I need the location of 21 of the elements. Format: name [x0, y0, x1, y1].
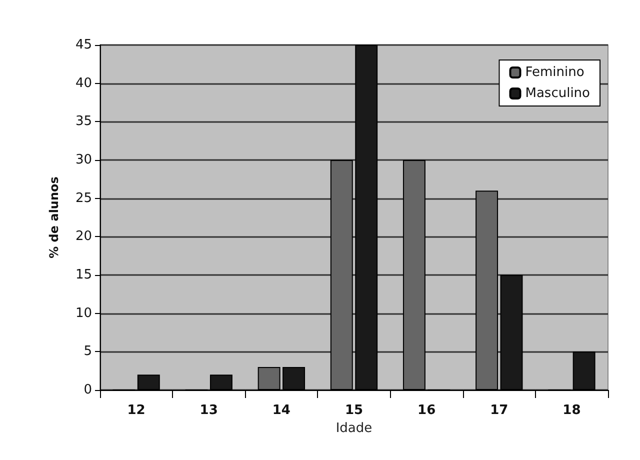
y-tick-label: 45	[75, 38, 92, 52]
y-axis-title: % de alunos	[47, 176, 61, 258]
y-tick-label: 5	[84, 344, 92, 360]
y-tick-label: 0	[84, 382, 92, 398]
x-tick-label: 18	[562, 403, 581, 418]
x-tick-label: 15	[344, 403, 364, 418]
y-tick-label: 25	[75, 190, 92, 206]
y-tick-label: 20	[75, 229, 92, 244]
y-tick-label: 15	[75, 268, 92, 282]
legend-label: Masculino	[525, 86, 590, 101]
x-tick-label: 17	[490, 403, 508, 418]
legend-label: Feminino	[525, 65, 584, 80]
y-tick-label: 35	[75, 114, 92, 130]
x-tick-label: 12	[127, 403, 146, 418]
y-tick-label: 30	[75, 152, 92, 168]
y-tick-label: 40	[75, 76, 92, 91]
y-tick-label: 10	[75, 306, 92, 321]
x-axis-title: Idade	[336, 420, 372, 436]
x-tick-label: 14	[272, 403, 290, 418]
x-tick-label: 13	[200, 403, 218, 418]
x-tick-label: 16	[418, 403, 436, 418]
